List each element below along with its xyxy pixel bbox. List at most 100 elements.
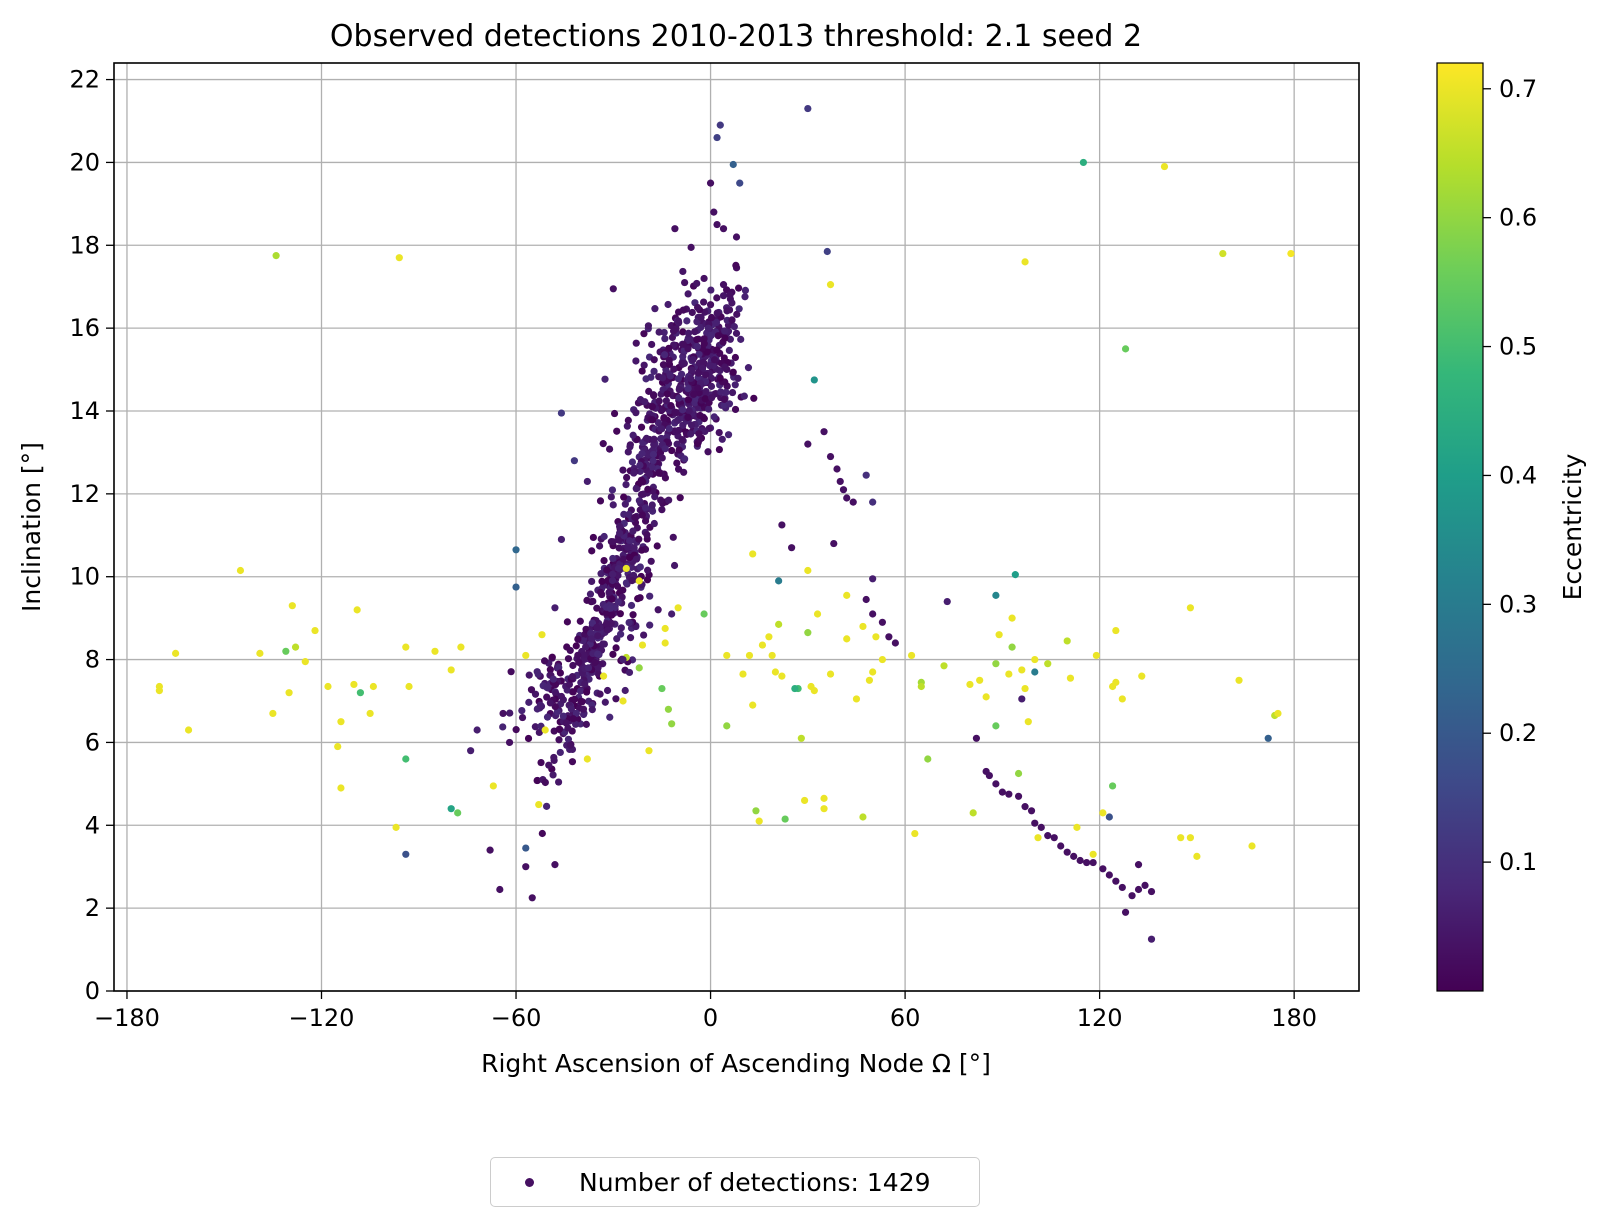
scatter-point (729, 160, 737, 169)
scatter-point (1121, 908, 1130, 916)
colorbar-label: Eccentricity (1558, 453, 1587, 600)
scatter-point (613, 582, 622, 590)
scatter-point (609, 570, 617, 578)
scatter-point (603, 566, 611, 574)
scatter-point (1089, 850, 1097, 858)
colorbar-tick-label: 0.3 (1499, 590, 1537, 618)
scatter-point (543, 693, 551, 701)
scatter-point (732, 261, 740, 269)
scatter-point (712, 318, 721, 327)
scatter-point (486, 846, 494, 854)
scatter-point (527, 686, 536, 694)
scatter-point (531, 723, 539, 731)
scatter-point (609, 538, 617, 546)
scatter-point (1160, 162, 1169, 171)
scatter-point (737, 335, 745, 343)
scatter-point (625, 553, 634, 562)
scatter-point (402, 755, 410, 763)
scatter-point (1050, 834, 1058, 842)
scatter-point (617, 624, 625, 632)
scatter-point (673, 459, 681, 467)
scatter-point (1235, 676, 1243, 684)
scatter-point (606, 604, 614, 613)
scatter-point (719, 281, 728, 289)
scatter-point (843, 635, 851, 643)
scatter-point (576, 617, 584, 625)
scatter-point (1024, 718, 1032, 726)
scatter-point (538, 829, 546, 838)
scatter-point (580, 651, 588, 659)
scatter-point (629, 527, 637, 535)
scatter-point (862, 595, 870, 604)
scatter-point (571, 720, 580, 728)
scatter-point (713, 309, 721, 317)
scatter-point (369, 682, 377, 691)
y-tick-label: 16 (69, 314, 100, 342)
colorbar-tick-label: 0.7 (1499, 75, 1537, 103)
scatter-point (583, 688, 591, 696)
scatter-point (654, 419, 663, 427)
scatter-point (645, 387, 653, 395)
scatter-point (615, 544, 623, 552)
scatter-point (535, 728, 543, 737)
scatter-point (612, 644, 620, 652)
scatter-point (1134, 885, 1143, 894)
scatter-point (878, 655, 887, 664)
scatter-point (843, 494, 851, 502)
scatter-point (667, 402, 675, 410)
y-tick-label: 18 (69, 231, 100, 259)
scatter-point (593, 623, 601, 631)
scatter-point (1066, 674, 1075, 682)
scatter-point (823, 247, 831, 256)
scatter-point (554, 778, 563, 786)
scatter-point (771, 668, 780, 676)
scatter-point (625, 618, 633, 627)
scatter-point (669, 533, 677, 541)
scatter-point (1021, 258, 1029, 266)
scatter-point (288, 602, 296, 610)
scatter-point (943, 597, 951, 606)
scatter-point (589, 533, 597, 542)
scatter-point (653, 542, 661, 550)
scatter-point (1118, 883, 1126, 892)
scatter-point (582, 643, 590, 651)
scatter-point (685, 407, 693, 415)
scatter-point (613, 427, 621, 435)
scatter-point (732, 233, 741, 241)
scatter-point (708, 394, 716, 402)
scatter-point (1186, 834, 1195, 842)
scatter-point (1121, 345, 1130, 353)
scatter-point (1099, 865, 1107, 873)
scatter-point (184, 726, 193, 734)
scatter-point (735, 284, 743, 292)
scatter-point (536, 701, 544, 709)
scatter-point (615, 536, 623, 544)
y-tick-label: 0 (85, 977, 100, 1005)
scatter-point (726, 291, 734, 299)
scatter-point (607, 493, 615, 501)
plot-frame (113, 62, 1360, 992)
scatter-point (1044, 832, 1052, 840)
scatter-point (518, 713, 527, 722)
scatter-point (543, 683, 551, 692)
scatter-point (586, 590, 595, 598)
scatter-point (645, 747, 653, 755)
scatter-point (658, 506, 666, 514)
scatter-point (998, 788, 1006, 796)
scatter-point (693, 303, 702, 312)
scatter-point (256, 649, 264, 657)
scatter-point (982, 693, 990, 701)
scatter-point (800, 796, 809, 805)
scatter-point (644, 322, 653, 330)
scatter-point (675, 446, 683, 454)
colorbar-ticks: 0.1 0.2 0.3 0.4 0.5 0.6 0.7 (1483, 75, 1537, 876)
scatter-point (353, 606, 361, 614)
scatter-point (1063, 637, 1071, 645)
scatter-point (1177, 834, 1185, 842)
data-points (155, 104, 1295, 943)
scatter-point (768, 651, 776, 660)
scatter-point (826, 452, 835, 461)
scatter-point (569, 715, 577, 723)
scatter-point (728, 299, 736, 307)
scatter-point (600, 557, 608, 565)
